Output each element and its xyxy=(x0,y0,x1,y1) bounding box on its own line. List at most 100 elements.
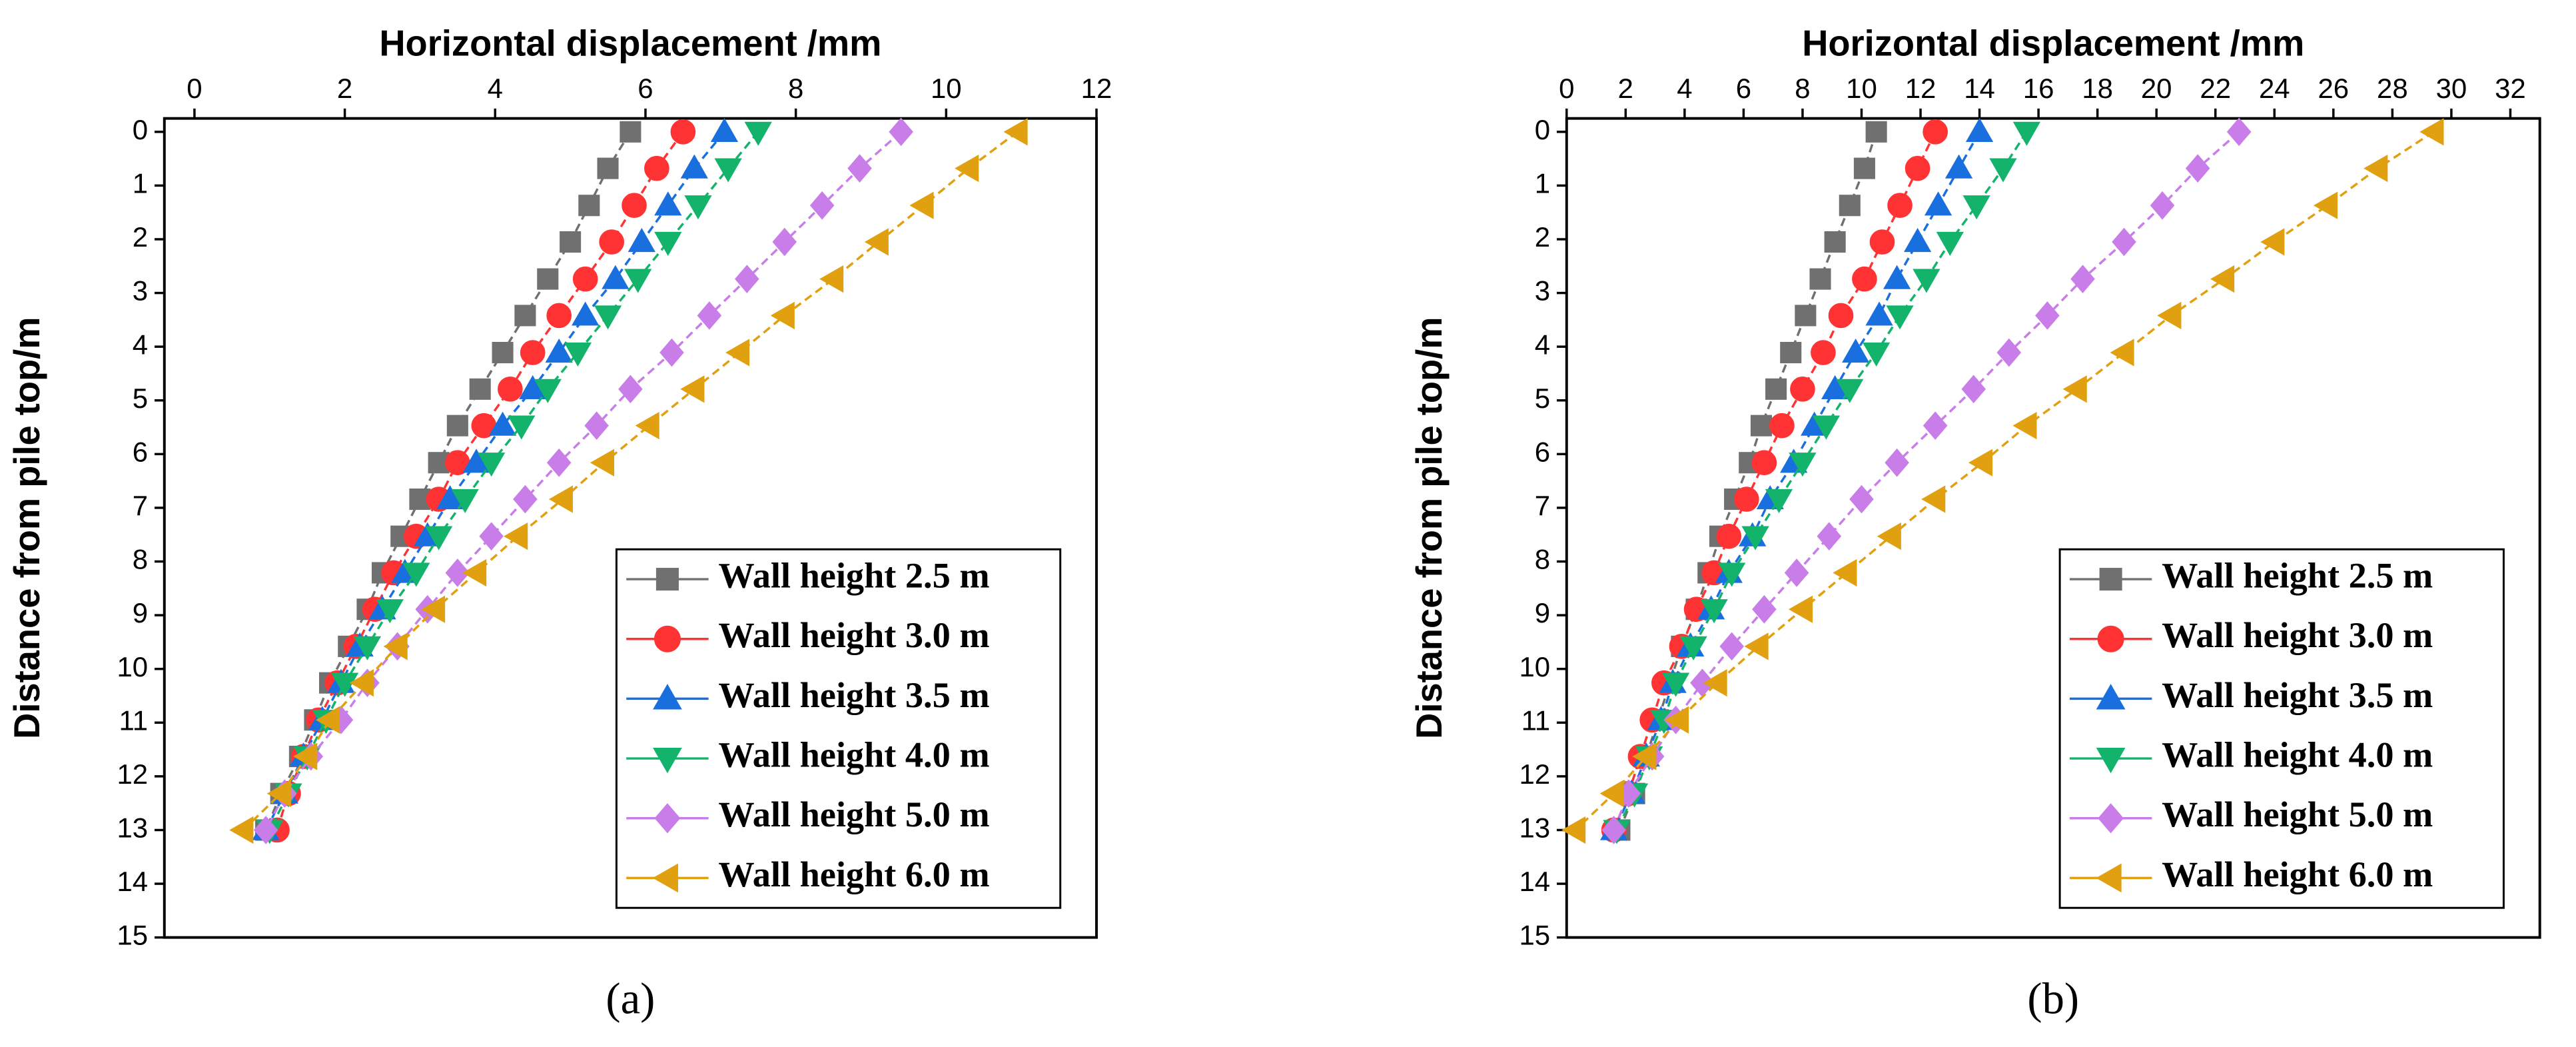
marker xyxy=(2157,301,2182,330)
y-tick-label: 10 xyxy=(1519,651,1550,682)
plot-frame xyxy=(163,117,1098,939)
legend-label: Wall height 5.0 m xyxy=(2162,794,2433,834)
marker xyxy=(578,195,600,217)
marker xyxy=(584,411,609,440)
marker xyxy=(889,117,913,147)
y-tick-label: 13 xyxy=(117,812,148,844)
y-tick-label: 8 xyxy=(1535,544,1550,575)
marker xyxy=(537,268,559,290)
marker xyxy=(864,228,889,256)
legend-label: Wall height 6.0 m xyxy=(718,854,989,894)
marker xyxy=(2012,121,2041,146)
y-tick-label: 7 xyxy=(133,490,148,521)
marker xyxy=(1852,266,1877,292)
marker xyxy=(1849,485,1874,514)
marker xyxy=(1862,342,1891,367)
marker xyxy=(1795,305,1817,327)
legend-label: Wall height 4.0 m xyxy=(2162,735,2433,775)
marker xyxy=(1965,117,1994,142)
marker xyxy=(353,636,382,660)
marker xyxy=(514,305,536,327)
marker xyxy=(479,522,504,550)
marker xyxy=(548,485,573,513)
marker xyxy=(2062,375,2087,403)
x-tick-label: 10 xyxy=(1846,73,1877,104)
marker xyxy=(1812,415,1841,440)
marker xyxy=(1924,191,1952,216)
marker xyxy=(425,526,453,550)
marker xyxy=(655,568,679,591)
marker xyxy=(1679,636,1707,660)
marker xyxy=(1809,268,1831,290)
y-tick-label: 7 xyxy=(1535,490,1550,521)
marker xyxy=(451,489,479,514)
marker xyxy=(488,411,517,436)
marker xyxy=(1741,526,1769,550)
marker xyxy=(504,523,528,550)
x-tick-label: 12 xyxy=(1081,73,1112,104)
marker xyxy=(409,489,431,511)
marker xyxy=(572,266,598,292)
y-tick-label: 1 xyxy=(133,167,148,199)
y-axis-title: Distance from pile top/m xyxy=(7,317,47,738)
marker xyxy=(376,599,404,624)
marker xyxy=(1665,706,1689,734)
marker xyxy=(1865,121,1887,143)
marker xyxy=(1923,411,1948,440)
marker xyxy=(2210,265,2235,293)
marker xyxy=(469,378,491,400)
marker xyxy=(680,154,708,179)
marker xyxy=(624,269,652,293)
marker xyxy=(513,485,538,514)
marker xyxy=(1788,595,1813,623)
marker xyxy=(1752,594,1777,624)
y-tick-label: 1 xyxy=(1535,167,1550,199)
marker xyxy=(1811,340,1836,365)
panel: 0 2 4 6 8 10 12 14 16 18 20 22 24 26 28 30 3201234567891… xyxy=(1409,23,2541,1024)
marker xyxy=(1989,158,2017,183)
marker xyxy=(1923,119,1948,145)
marker xyxy=(1961,375,1986,404)
marker xyxy=(597,157,619,179)
marker xyxy=(316,706,340,734)
marker xyxy=(1944,154,1973,179)
marker xyxy=(644,155,669,181)
marker xyxy=(266,780,291,808)
x-tick-label: 8 xyxy=(1795,73,1810,104)
legend-label: Wall height 3.5 m xyxy=(718,675,989,715)
x-tick-label: 8 xyxy=(788,73,803,104)
marker xyxy=(564,342,592,367)
marker xyxy=(229,816,254,844)
marker xyxy=(2313,191,2338,219)
marker xyxy=(680,375,705,403)
marker xyxy=(1996,338,2022,367)
marker xyxy=(293,742,318,770)
y-axis-title: Distance from pile top/m xyxy=(1409,317,1450,738)
marker xyxy=(1921,485,1946,513)
marker xyxy=(819,265,844,293)
y-tick-label: 0 xyxy=(1535,114,1550,145)
marker xyxy=(383,632,408,660)
marker xyxy=(498,377,523,402)
marker xyxy=(546,448,572,477)
marker xyxy=(2419,118,2444,146)
marker xyxy=(1769,413,1795,439)
x-tick-label: 24 xyxy=(2259,73,2290,104)
caption: (a) xyxy=(606,975,655,1024)
marker xyxy=(2112,227,2136,257)
marker xyxy=(1599,780,1624,808)
marker xyxy=(1833,558,1857,587)
marker xyxy=(684,195,712,220)
marker xyxy=(1883,265,1911,289)
x-tick-label: 18 xyxy=(2082,73,2113,104)
legend-label: Wall height 5.0 m xyxy=(718,794,989,834)
x-tick-label: 26 xyxy=(2318,73,2349,104)
legend-label: Wall height 3.0 m xyxy=(2162,615,2433,655)
marker xyxy=(725,339,750,367)
y-tick-label: 12 xyxy=(117,758,148,790)
x-tick-label: 4 xyxy=(488,73,503,104)
marker xyxy=(2099,568,2122,591)
marker xyxy=(628,228,655,253)
y-tick-label: 0 xyxy=(133,114,148,145)
x-tick-label: 4 xyxy=(1677,73,1692,104)
